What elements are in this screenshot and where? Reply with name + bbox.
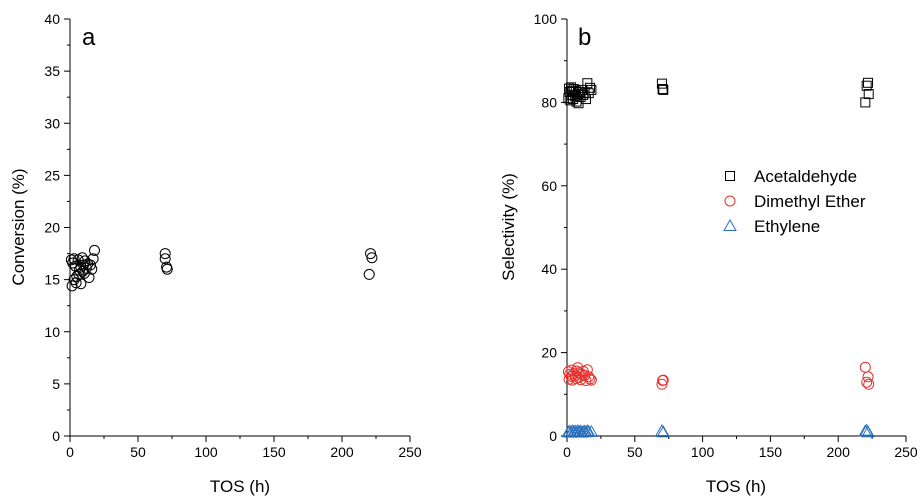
y-tick-label: 15: [44, 272, 60, 288]
data-point: [585, 374, 597, 386]
legend-marker: [723, 218, 737, 231]
x-tick-label: 0: [66, 444, 74, 460]
data-point: [66, 280, 78, 292]
data-point: [159, 248, 171, 260]
x-tick-label: 150: [262, 444, 286, 460]
series-dimethyl-ether: [562, 361, 875, 390]
series-conversion: [65, 244, 378, 292]
data-point: [76, 252, 88, 264]
data-point: [657, 374, 669, 386]
x-tick-label: 250: [398, 444, 422, 460]
x-tick-label: 150: [759, 444, 783, 460]
y-tick-label: 100: [534, 11, 558, 27]
data-point: [585, 82, 596, 93]
data-point: [88, 244, 100, 256]
data-point: [655, 423, 669, 436]
y-tick-label: 0: [549, 428, 557, 444]
data-point: [83, 272, 95, 284]
y-axis-title: Selectivity (%): [499, 173, 518, 281]
data-point: [657, 84, 668, 95]
x-axis-title: TOS (h): [706, 477, 766, 496]
data-point: [858, 424, 873, 437]
data-point: [365, 248, 377, 260]
data-point: [860, 97, 871, 108]
x-tick-label: 250: [894, 444, 918, 460]
x-tick-label: 200: [330, 444, 354, 460]
data-point: [584, 424, 599, 437]
data-point: [862, 371, 874, 383]
data-point: [70, 277, 82, 289]
x-tick-label: 0: [563, 444, 571, 460]
y-tick-label: 80: [541, 94, 557, 110]
data-point: [861, 425, 875, 438]
data-point: [75, 278, 87, 290]
y-tick-label: 40: [541, 261, 557, 277]
data-point: [583, 88, 594, 99]
x-tick-label: 200: [827, 444, 851, 460]
panel-letter: b: [578, 24, 591, 51]
legend-label: Dimethyl Ether: [754, 192, 866, 211]
y-tick-label: 10: [44, 324, 60, 340]
data-point: [584, 373, 596, 385]
y-tick-label: 5: [52, 376, 60, 392]
data-point: [86, 263, 98, 275]
x-axis-title: TOS (h): [210, 477, 270, 496]
data-point: [656, 78, 667, 89]
y-tick-label: 35: [44, 63, 60, 79]
data-point: [583, 371, 595, 383]
y-axis-title: Conversion (%): [9, 168, 28, 285]
data-point: [859, 361, 871, 373]
series-acetaldehyde: [563, 77, 874, 109]
data-point: [656, 425, 671, 438]
data-point: [656, 378, 668, 390]
y-tick-label: 0: [52, 428, 60, 444]
y-tick-label: 40: [44, 11, 60, 27]
y-tick-label: 20: [44, 220, 60, 236]
data-point: [79, 255, 91, 267]
x-tick-label: 50: [130, 444, 146, 460]
data-point: [84, 259, 96, 271]
legend-label: Acetaldehyde: [754, 167, 857, 186]
data-point: [68, 253, 80, 265]
y-tick-label: 20: [541, 345, 557, 361]
panel-letter: a: [82, 24, 96, 51]
data-point: [573, 367, 585, 379]
data-point: [87, 253, 99, 265]
panel-b: 0 50 100 150 200 250 0 20 40 60 80 100 TOS (h) Select…: [499, 11, 918, 496]
y-tick-label: 30: [44, 115, 60, 131]
x-tick-label: 50: [627, 444, 643, 460]
data-point: [658, 84, 669, 95]
data-point: [863, 89, 874, 100]
data-point: [159, 253, 171, 265]
data-point: [580, 423, 595, 436]
data-point: [861, 376, 873, 388]
series-ethylene: [561, 423, 875, 438]
data-point: [366, 252, 378, 264]
legend-label: Ethylene: [754, 217, 820, 236]
data-point: [863, 378, 875, 390]
panel-a: 0 50 100 150 200 250 0 5 10 15 20 25 30 35 40 TOS (h) Co…: [9, 11, 422, 496]
data-point: [861, 80, 872, 91]
data-point: [363, 268, 375, 280]
legend: Acetaldehyde Dimethyl Ether Ethylene: [723, 167, 866, 236]
data-point: [586, 84, 597, 95]
y-tick-label: 25: [44, 167, 60, 183]
data-point: [161, 263, 173, 275]
x-tick-label: 100: [691, 444, 715, 460]
legend-marker: [725, 171, 735, 181]
data-point: [863, 77, 874, 88]
legend-marker: [724, 195, 736, 207]
x-tick-label: 100: [194, 444, 218, 460]
y-tick-label: 60: [541, 178, 557, 194]
data-point: [580, 94, 591, 105]
